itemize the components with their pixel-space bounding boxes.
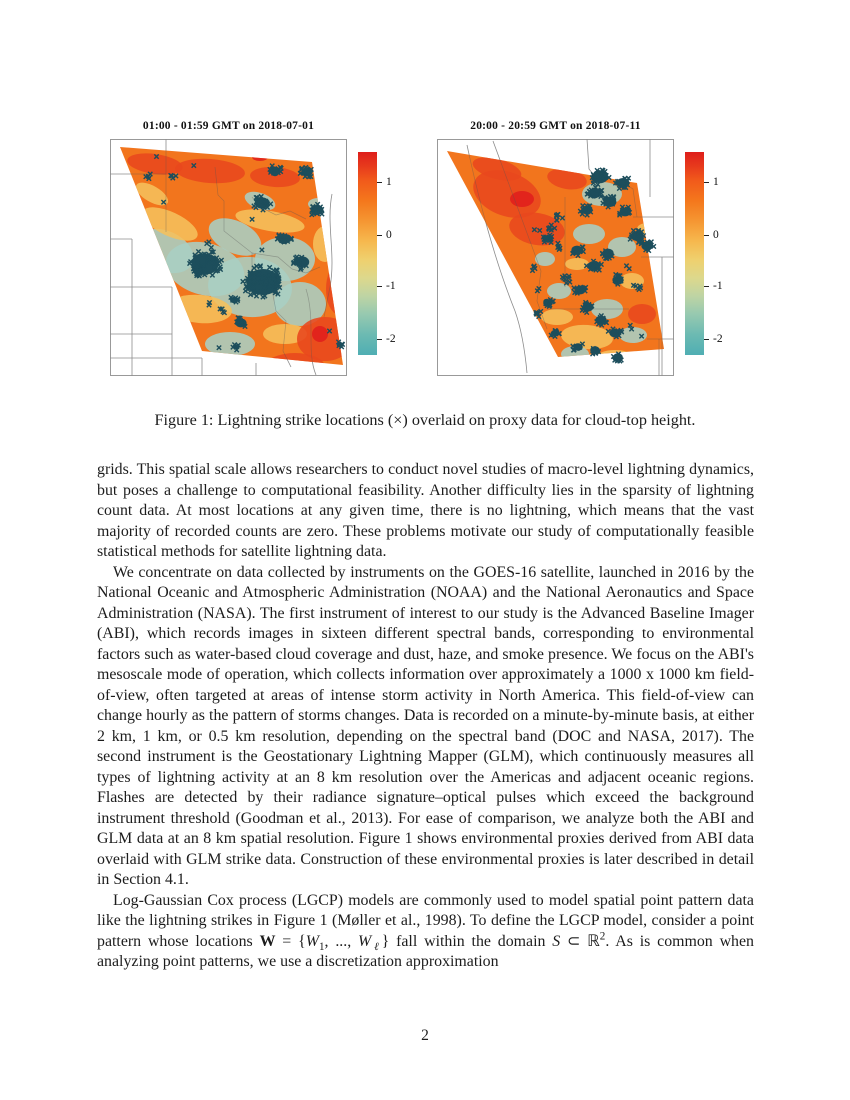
colorbar-tick [377,286,382,288]
colorbar-tick-label: -2 [713,332,723,345]
colorbar-tick-label: -1 [713,280,723,292]
math-subset-R: ⊂ ℝ [560,932,600,950]
math-W1: W [305,932,319,950]
colorbar-tick [704,235,709,237]
colorbar-tick [704,338,709,340]
cloud-top-height-map-left [110,139,347,376]
text-run: . As is common when analyzing point patt… [97,932,754,971]
colorbar-tick [704,286,709,288]
text-run: } fall within the domain [381,932,553,950]
math-sub-1: 1 [318,940,325,953]
colorbar-right: 1 0 -1 -2 [685,152,733,357]
colorbar-tick-label: 0 [386,229,392,241]
colorbar-tick-label: 1 [713,176,719,188]
text-run: , ..., [324,932,359,950]
colorbar-tick [704,182,709,184]
map-title-right: 20:00 - 20:59 GMT on 2018-07-11 [470,120,641,132]
cloud-top-height-map-right [437,139,674,376]
colorbar-tick-label: -1 [386,280,396,292]
paragraph: Log-Gaussian Cox process (LGCP) models a… [97,891,754,973]
page-number: 2 [421,1027,429,1044]
paragraph: We concentrate on data collected by inst… [97,563,754,889]
colorbar-left: 1 0 -1 -2 [358,152,406,357]
math-Wl: W [358,932,372,950]
math-bold-W: W [259,932,276,950]
map-title-left: 01:00 - 01:59 GMT on 2018-07-01 [142,120,315,132]
colorbar-tick-label: 0 [713,229,719,241]
figure-caption: Figure 1: Lightning strike locations (×)… [154,411,696,429]
colorbar-gradient [685,152,704,355]
math-sub-ell: ℓ [371,940,382,953]
colorbar-tick-label: 1 [386,176,392,188]
colorbar-tick [377,338,382,340]
colorbar-tick [377,235,382,237]
colorbar-tick [377,182,382,184]
colorbar-tick-label: -2 [386,332,396,345]
math-sup-2: 2 [599,930,606,943]
body-text: grids. This spatial scale allows researc… [97,460,754,973]
text-run: = { [275,932,306,950]
paragraph: grids. This spatial scale allows researc… [97,461,754,560]
colorbar-gradient [358,152,377,355]
text-run: Log-Gaussian Cox process (LGCP) models a… [97,891,754,950]
math-S: S [552,932,561,950]
